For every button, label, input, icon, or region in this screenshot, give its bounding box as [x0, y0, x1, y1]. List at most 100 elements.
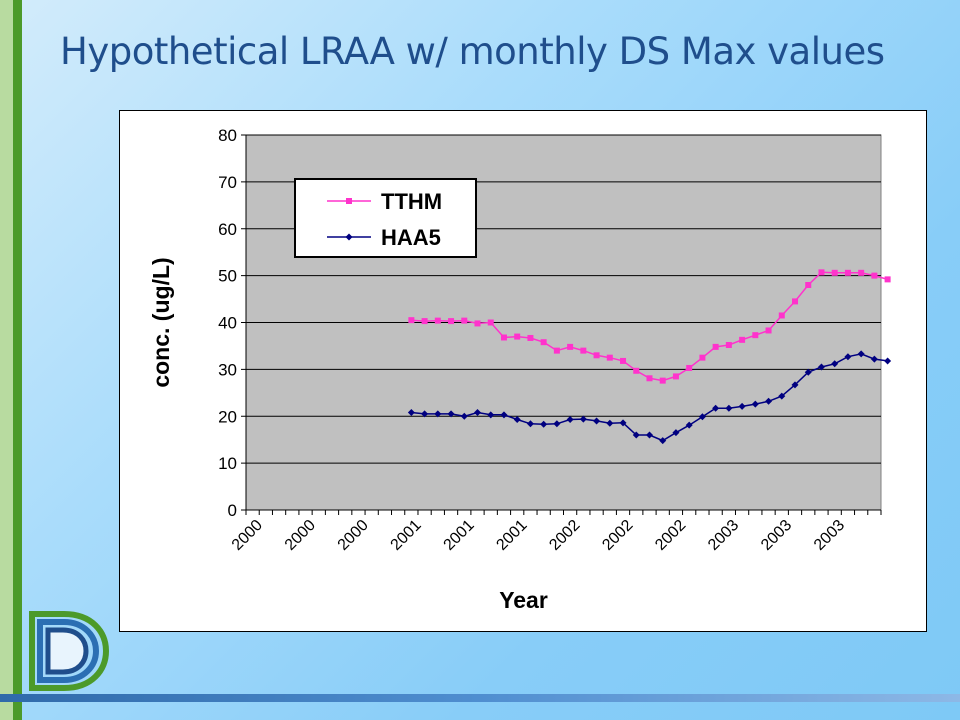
data-point-tthm: [514, 333, 521, 340]
data-point-haa5: [421, 410, 429, 418]
y-tick-label: 0: [228, 501, 237, 520]
data-point-haa5: [579, 415, 587, 423]
legend-box: [294, 178, 477, 258]
data-point-tthm: [580, 347, 587, 354]
y-tick-label: 10: [218, 454, 237, 473]
data-point-haa5: [712, 404, 720, 412]
data-point-haa5: [672, 429, 680, 437]
series-haa5: [407, 350, 892, 445]
data-point-tthm: [659, 377, 666, 384]
data-point-haa5: [751, 400, 759, 408]
data-point-haa5: [632, 431, 640, 439]
data-point-haa5: [487, 411, 495, 419]
data-point-tthm: [593, 352, 600, 359]
data-point-tthm: [699, 354, 706, 361]
data-point-haa5: [566, 416, 574, 424]
data-point-haa5: [659, 437, 667, 445]
data-point-tthm: [461, 317, 468, 324]
data-point-tthm: [633, 367, 640, 374]
data-point-haa5: [817, 363, 825, 371]
data-point-tthm: [448, 318, 455, 325]
data-point-tthm: [487, 319, 494, 326]
slide-title: Hypothetical LRAA w/ monthly DS Max valu…: [60, 30, 885, 73]
data-point-haa5: [725, 404, 733, 412]
data-point-tthm: [474, 320, 481, 327]
data-point-tthm: [739, 336, 746, 343]
left-accent-bar-light: [0, 0, 13, 720]
data-point-haa5: [765, 397, 773, 405]
y-axis-ticks: 0 10 20 30 40 50 60 70 80: [218, 126, 247, 520]
data-point-haa5: [606, 419, 614, 427]
data-point-tthm: [408, 317, 415, 324]
data-point-tthm: [884, 276, 891, 283]
data-point-haa5: [553, 420, 561, 428]
data-point-tthm: [434, 317, 441, 324]
data-point-haa5: [698, 413, 706, 421]
data-point-tthm: [567, 343, 574, 350]
data-point-tthm: [421, 318, 428, 325]
data-point-tthm: [500, 334, 507, 341]
left-accent-bar-dark: [13, 0, 22, 720]
y-tick-label: 60: [218, 220, 237, 239]
data-point-haa5: [791, 381, 799, 389]
data-point-haa5: [778, 392, 786, 400]
y-tick-label: 40: [218, 314, 237, 333]
legend-marker-tthm: [346, 198, 352, 204]
data-point-tthm: [527, 334, 534, 341]
data-point-tthm: [752, 332, 759, 339]
data-point-tthm: [792, 298, 799, 305]
legend-label-haa5: HAA5: [381, 225, 441, 250]
data-point-haa5: [407, 409, 415, 416]
data-point-haa5: [474, 409, 482, 416]
y-tick-label: 80: [218, 126, 237, 145]
data-point-tthm: [778, 312, 785, 319]
data-point-tthm: [858, 269, 865, 276]
data-point-haa5: [831, 360, 839, 368]
series-group: [407, 269, 892, 445]
data-point-tthm: [620, 357, 627, 364]
data-point-tthm: [844, 269, 851, 276]
data-point-haa5: [645, 431, 653, 439]
data-point-tthm: [686, 364, 693, 371]
data-point-tthm: [672, 373, 679, 380]
legend: TTHM HAA5: [294, 178, 477, 258]
data-point-tthm: [606, 354, 613, 361]
data-point-tthm: [831, 269, 838, 276]
data-point-haa5: [434, 410, 442, 418]
y-tick-label: 50: [218, 267, 237, 286]
data-point-haa5: [738, 402, 746, 410]
data-point-haa5: [447, 410, 455, 418]
data-point-tthm: [818, 269, 825, 276]
data-point-haa5: [844, 353, 852, 361]
series-tthm: [408, 269, 891, 384]
data-point-haa5: [500, 411, 508, 419]
data-point-haa5: [685, 421, 693, 429]
data-point-tthm: [553, 347, 560, 354]
y-tick-label: 30: [218, 360, 237, 379]
y-tick-label: 20: [218, 407, 237, 426]
data-point-haa5: [804, 368, 812, 376]
data-point-haa5: [870, 355, 878, 363]
data-point-haa5: [460, 412, 468, 420]
data-point-tthm: [646, 375, 653, 382]
d-logo-icon: [29, 611, 110, 691]
bottom-accent-bar: [0, 694, 960, 702]
data-point-haa5: [513, 416, 521, 424]
data-point-haa5: [526, 420, 534, 428]
data-point-haa5: [619, 419, 627, 427]
legend-label-tthm: TTHM: [381, 189, 442, 214]
data-point-tthm: [805, 282, 812, 288]
data-point-haa5: [884, 357, 892, 365]
data-point-tthm: [765, 327, 772, 334]
y-axis-label: conc. (ug/L): [148, 257, 174, 387]
data-point-tthm: [540, 339, 547, 346]
data-point-tthm: [725, 342, 732, 348]
legend-marker-haa5: [345, 233, 353, 241]
data-point-haa5: [593, 417, 601, 425]
data-point-tthm: [871, 272, 878, 279]
x-axis-label: Year: [499, 587, 548, 613]
data-point-haa5: [857, 350, 865, 358]
data-point-haa5: [540, 420, 548, 428]
y-tick-label: 70: [218, 173, 237, 192]
